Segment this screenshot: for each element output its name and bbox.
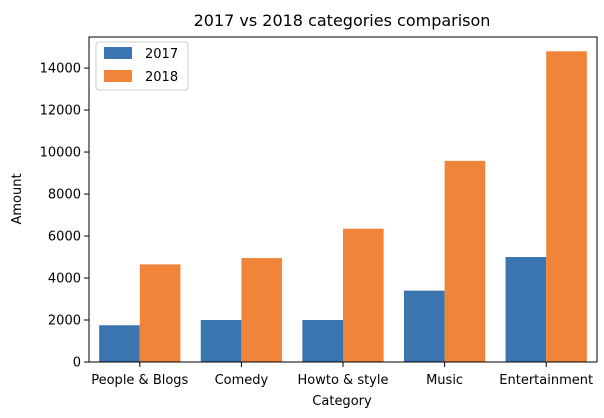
- chart-title: 2017 vs 2018 categories comparison: [194, 11, 491, 30]
- y-tick-label: 14000: [40, 62, 81, 77]
- x-axis-label: Category: [312, 394, 372, 409]
- legend-label-2018: 2018: [145, 70, 178, 85]
- y-tick-label: 6000: [48, 230, 81, 245]
- legend-swatch-2017: [104, 47, 132, 59]
- legend-swatch-2018: [104, 70, 132, 82]
- bar-2017-comedy: [200, 320, 242, 362]
- y-axis: 0 2000 4000 6000 8000 10000 12000 14000: [40, 62, 89, 371]
- bar-2018-howto-style: [343, 228, 384, 362]
- x-tick-label-howto-style: Howto & style: [298, 373, 389, 388]
- bar-2018-people-blogs: [139, 264, 181, 362]
- y-tick-label: 10000: [40, 146, 81, 161]
- y-tick-label: 8000: [48, 188, 81, 203]
- y-tick-label: 12000: [40, 104, 81, 119]
- bar-2017-entertainment: [505, 257, 547, 362]
- y-axis-label: Amount: [10, 173, 25, 224]
- bar-2017-music: [403, 290, 445, 362]
- y-tick-label: 2000: [48, 314, 81, 329]
- y-tick-label: 4000: [48, 272, 81, 287]
- bar-2017-people-blogs: [99, 325, 140, 362]
- bar-2018-entertainment: [546, 51, 587, 362]
- legend-label-2017: 2017: [145, 47, 178, 62]
- x-tick-label-entertainment: Entertainment: [499, 373, 593, 388]
- legend: 2017 2018: [95, 41, 189, 91]
- x-tick-label-music: Music: [426, 373, 463, 388]
- bars-group: [99, 51, 587, 362]
- y-tick-label: 0: [73, 356, 81, 371]
- x-tick-label-comedy: Comedy: [215, 373, 269, 388]
- bar-2017-howto-style: [302, 320, 343, 362]
- x-tick-label-people-blogs: People & Blogs: [91, 373, 188, 388]
- bar-2018-music: [444, 160, 486, 362]
- bar-2018-comedy: [241, 258, 283, 362]
- x-axis: People & Blogs Comedy Howto & style Music En…: [91, 362, 593, 388]
